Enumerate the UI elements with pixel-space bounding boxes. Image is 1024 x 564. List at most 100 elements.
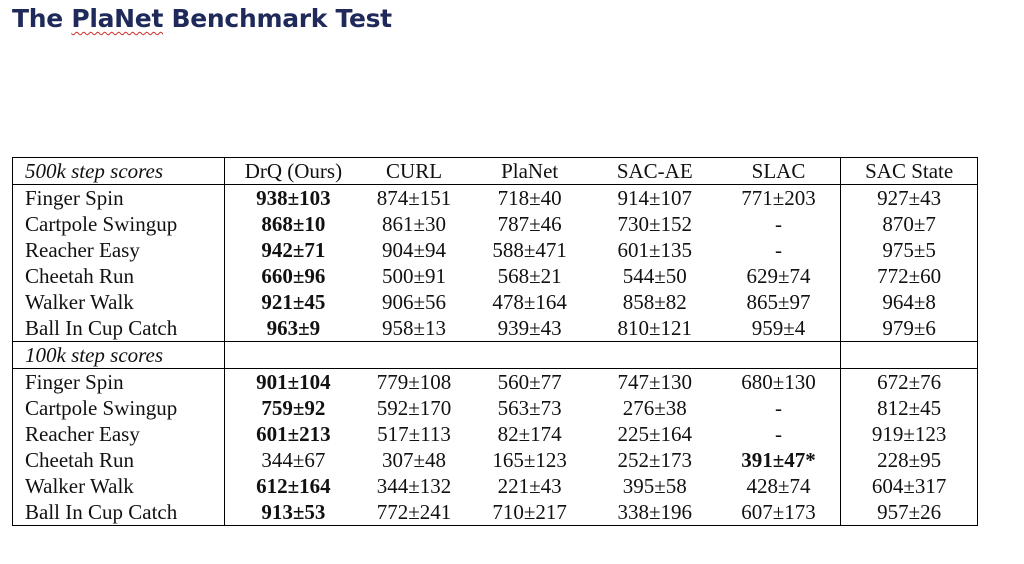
column-header: DrQ (Ours) xyxy=(224,157,362,185)
score-cell: 772±60 xyxy=(840,263,978,289)
score-cell: 391±47* xyxy=(741,448,816,472)
section-label: 100k step scores xyxy=(12,341,226,369)
table-row: Cartpole Swingup 868±10 861±30 787±46 730±15… xyxy=(12,211,978,237)
score-cell: 568±21 xyxy=(497,264,562,288)
score-cell: 344±67 xyxy=(261,448,326,472)
score-cell: - xyxy=(775,238,783,262)
score-cell: 914±107 xyxy=(617,186,692,210)
empty-cell xyxy=(592,341,717,369)
score-cell: 975±5 xyxy=(840,237,978,263)
score-cell: 747±130 xyxy=(617,370,692,394)
score-cell: 710±217 xyxy=(466,499,593,526)
column-header: SLAC xyxy=(716,157,841,185)
score-cell: 868±10 xyxy=(261,212,326,236)
score-cell: 718±40 xyxy=(497,186,562,210)
table-row: Reacher Easy 601±213 517±113 82±174 225±164 -… xyxy=(12,421,978,447)
score-cell: 344±132 xyxy=(376,474,452,498)
score-cell: 963±9 xyxy=(266,316,321,340)
score-cell: 592±170 xyxy=(376,396,452,420)
title-suffix: Benchmark Test xyxy=(163,4,393,33)
score-cell: 939±43 xyxy=(497,316,562,340)
score-cell: 759±92 xyxy=(261,396,326,420)
task-name: Cheetah Run xyxy=(12,447,226,473)
score-cell: 938±103 xyxy=(256,186,331,210)
score-cell: 874±151 xyxy=(376,186,452,210)
column-header: SAC-AE xyxy=(592,157,717,185)
task-name: Cartpole Swingup xyxy=(12,395,226,421)
score-cell: 810±121 xyxy=(617,316,692,340)
score-cell: 338±196 xyxy=(592,499,717,526)
table-row: Ball In Cup Catch 913±53 772±241 710±217 338… xyxy=(12,499,978,526)
score-cell: 612±164 xyxy=(256,474,331,498)
score-cell: - xyxy=(775,396,783,420)
task-name: Finger Spin xyxy=(12,368,226,395)
task-name: Ball In Cup Catch xyxy=(12,315,226,342)
score-cell: 906±56 xyxy=(382,290,447,314)
score-cell: 772±241 xyxy=(361,499,467,526)
task-name: Ball In Cup Catch xyxy=(12,499,226,526)
score-cell: 601±213 xyxy=(256,422,331,446)
score-cell: - xyxy=(775,212,783,236)
table-row: Walker Walk 921±45 906±56 478±164 858±82 865±… xyxy=(12,289,978,315)
score-cell: 904±94 xyxy=(382,238,447,262)
score-cell: 927±43 xyxy=(840,184,978,211)
score-cell: 165±123 xyxy=(492,448,567,472)
task-name: Finger Spin xyxy=(12,184,226,211)
score-cell: 865±97 xyxy=(746,290,811,314)
score-cell: 660±96 xyxy=(261,264,326,288)
score-cell: 517±113 xyxy=(377,422,451,446)
task-name: Cheetah Run xyxy=(12,263,226,289)
score-cell: 913±53 xyxy=(224,499,362,526)
table-row: Finger Spin 901±104 779±108 560±77 747±130 68… xyxy=(12,368,978,395)
score-cell: 812±45 xyxy=(840,395,978,421)
column-header: SAC State xyxy=(840,157,978,185)
score-cell: 629±74 xyxy=(746,264,811,288)
table-row: Walker Walk 612±164 344±132 221±43 395±58 428… xyxy=(12,473,978,499)
table-row: Ball In Cup Catch 963±9 958±13 939±43 810±12… xyxy=(12,315,978,342)
score-cell: 979±6 xyxy=(840,315,978,342)
score-cell: 82±174 xyxy=(497,422,562,446)
benchmark-table-body: 500k step scores DrQ (Ours) CURL PlaNet SAC-… xyxy=(12,157,978,526)
score-cell: 500±91 xyxy=(382,264,447,288)
table-row: Finger Spin 938±103 874±151 718±40 914±107 77… xyxy=(12,184,978,211)
page-title: The PlaNet Benchmark Test xyxy=(12,4,392,33)
score-cell: 563±73 xyxy=(497,396,562,420)
task-name: Walker Walk xyxy=(12,473,226,499)
score-cell: 601±135 xyxy=(617,238,692,262)
empty-cell xyxy=(716,341,841,369)
score-cell: 221±43 xyxy=(497,474,562,498)
score-cell: 276±38 xyxy=(622,396,687,420)
score-cell: 225±164 xyxy=(617,422,692,446)
score-cell: 901±104 xyxy=(256,370,331,394)
score-cell: 544±50 xyxy=(622,264,687,288)
score-cell: 942±71 xyxy=(261,238,326,262)
score-cell: 395±58 xyxy=(622,474,687,498)
score-cell: 252±173 xyxy=(617,448,692,472)
column-header: PlaNet xyxy=(466,157,593,185)
title-spellcheck-word[interactable]: PlaNet xyxy=(71,4,164,33)
empty-cell xyxy=(840,341,978,369)
score-cell: 428±74 xyxy=(746,474,811,498)
score-cell: 588±471 xyxy=(492,238,567,262)
score-cell: 779±108 xyxy=(376,370,452,394)
score-cell: 870±7 xyxy=(840,211,978,237)
empty-cell xyxy=(224,341,362,369)
table-row: Cheetah Run 660±96 500±91 568±21 544±50 629±7… xyxy=(12,263,978,289)
score-cell: 861±30 xyxy=(382,212,447,236)
score-cell: 730±152 xyxy=(617,212,692,236)
score-cell: 672±76 xyxy=(840,368,978,395)
benchmark-table: 500k step scores DrQ (Ours) CURL PlaNet SAC-… xyxy=(12,157,978,526)
score-cell: 959±4 xyxy=(751,316,806,340)
score-cell: 921±45 xyxy=(261,290,326,314)
task-name: Reacher Easy xyxy=(12,237,226,263)
table-row: Cartpole Swingup 759±92 592±170 563±73 276±3… xyxy=(12,395,978,421)
title-prefix: The xyxy=(12,4,72,33)
score-cell: 958±13 xyxy=(382,316,447,340)
section-label: 500k step scores xyxy=(12,157,226,185)
task-name: Cartpole Swingup xyxy=(12,211,226,237)
column-header: CURL xyxy=(361,157,467,185)
score-cell: 560±77 xyxy=(497,370,562,394)
score-cell: 787±46 xyxy=(497,212,562,236)
score-cell: 919±123 xyxy=(840,421,978,447)
score-cell: 607±173 xyxy=(716,499,841,526)
